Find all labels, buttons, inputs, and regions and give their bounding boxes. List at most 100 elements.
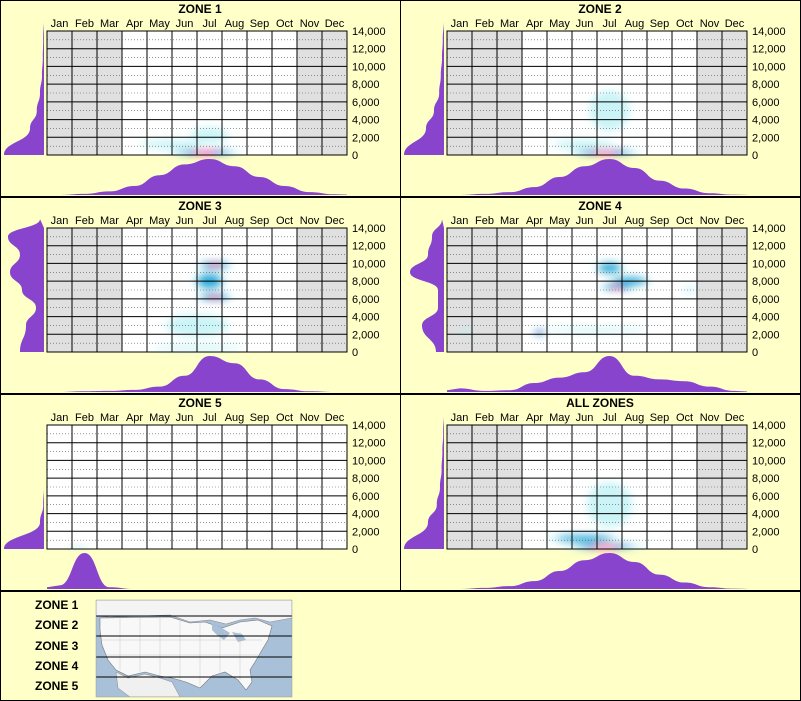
- panel-6-month-jun: Jun: [576, 412, 594, 424]
- panel-6-elevation-marginal: [404, 416, 444, 549]
- panel-3-ytick-7: 0: [352, 347, 358, 359]
- panel-2-ytick-1: 12,000: [752, 44, 786, 56]
- panel-4-month-sep: Sep: [650, 215, 670, 227]
- panel-4-month-feb: Feb: [475, 215, 494, 227]
- panel-2-plot-border: [446, 30, 748, 156]
- panel-6-ytick-4: 6,000: [752, 491, 780, 503]
- panel-2-ytick-7: 0: [752, 150, 758, 162]
- panel-4-month-oct: Oct: [676, 215, 693, 227]
- panel-1-ytick-3: 8,000: [352, 79, 380, 91]
- panel-3-ytick-4: 6,000: [352, 294, 380, 306]
- panel-5-ytick-2: 10,000: [352, 455, 386, 467]
- panel-3-month-apr: Apr: [126, 215, 143, 227]
- panel-4-month-jan: Jan: [451, 215, 469, 227]
- panel-3-month-marginal: [47, 356, 347, 392]
- panel-3-ytick-5: 4,000: [352, 312, 380, 324]
- panel-1-ytick-7: 0: [352, 150, 358, 162]
- panel-5-month-apr: Apr: [126, 412, 143, 424]
- panel-4-grid: [447, 228, 747, 352]
- panel-3-month-mar: Mar: [100, 215, 119, 227]
- panel-1-plot-border: [46, 30, 348, 156]
- panel-6-ytick-1: 12,000: [752, 438, 786, 450]
- panel-2-ytick-5: 4,000: [752, 115, 780, 127]
- panel-2-month-feb: Feb: [475, 18, 494, 30]
- panel-1-month-nov: Nov: [300, 18, 320, 30]
- panel-6-no-data-feb: [472, 425, 497, 549]
- panel-6-month-sep: Sep: [650, 412, 670, 424]
- panel-1-month-may: May: [149, 18, 170, 30]
- panel-6-ytick-3: 8,000: [752, 473, 780, 485]
- panel-3-elevation-marginal: [8, 219, 44, 352]
- panel-5-month-jul: Jul: [202, 412, 216, 424]
- panel-4-blob-3-level-2: [535, 330, 544, 335]
- panel-1-month-jul: Jul: [202, 18, 216, 30]
- panel-6-month-apr: Apr: [526, 412, 543, 424]
- panel-6-plot-border: [446, 424, 748, 550]
- panel-2-ytick-0: 14,000: [752, 26, 786, 38]
- panel-3-no-data-feb: [72, 228, 97, 352]
- panel-6-grid: [447, 425, 747, 549]
- panel-5-ytick-5: 4,000: [352, 509, 380, 521]
- panel-4-month-jul: Jul: [602, 215, 616, 227]
- zone-legend: ZONE 1 ZONE 2 ZONE 3 ZONE 4 ZONE 5: [0, 591, 801, 701]
- panel-4-blob-1-level-1: [598, 262, 621, 273]
- panel-6-no-data-mar: [497, 425, 522, 549]
- panel-2-ytick-4: 6,000: [752, 97, 780, 109]
- panel-1-month-sep: Sep: [250, 18, 270, 30]
- panel-4-ytick-1: 12,000: [752, 241, 786, 253]
- panel-1-month-aug: Aug: [225, 18, 245, 30]
- us-zone-map: [96, 600, 292, 697]
- panel-3-title: ZONE 3: [178, 199, 222, 213]
- panel-3-ytick-1: 12,000: [352, 241, 386, 253]
- panel-3-month-may: May: [149, 215, 170, 227]
- panel-5-month-sep: Sep: [250, 412, 270, 424]
- panel-zone-1: ZONE 1 Jan Feb Mar Apr May Jun Jul Aug Sep Oct Nov D…: [0, 0, 401, 197]
- panel-3-ytick-3: 8,000: [352, 276, 380, 288]
- panel-1-ytick-4: 6,000: [352, 97, 380, 109]
- panel-5-month-may: May: [149, 412, 170, 424]
- panel-6-month-nov: Nov: [700, 412, 720, 424]
- panel-4-blob-5-level-0: [460, 328, 474, 334]
- panel-2-blob-2-level-0: [553, 139, 616, 149]
- panel-1-ytick-2: 10,000: [352, 61, 386, 73]
- panel-2-month-apr: Apr: [526, 18, 543, 30]
- panel-5-month-mar: Mar: [100, 412, 119, 424]
- panel-4-blob-6-level-0: [683, 286, 696, 294]
- panel-2-month-mar: Mar: [500, 18, 519, 30]
- panel-1-month-apr: Apr: [126, 18, 143, 30]
- panel-4-no-data-dec: [722, 228, 747, 352]
- panel-5-ytick-7: 0: [352, 544, 358, 556]
- panel-4-no-data-nov: [697, 228, 722, 352]
- panel-2-month-nov: Nov: [700, 18, 720, 30]
- panel-6-month-oct: Oct: [676, 412, 693, 424]
- panel-6-no-data-nov: [697, 425, 722, 549]
- panel-6-month-jan: Jan: [451, 412, 469, 424]
- panel-3-month-jun: Jun: [176, 215, 194, 227]
- panel-6-ytick-6: 2,000: [752, 526, 780, 538]
- panel-3-plot-border: [46, 227, 348, 353]
- panel-5-ytick-3: 8,000: [352, 473, 380, 485]
- panel-5-month-jan: Jan: [51, 412, 69, 424]
- panel-4-month-marginal: [447, 356, 747, 392]
- panel-3-month-dec: Dec: [325, 215, 345, 227]
- panel-3-month-feb: Feb: [75, 215, 94, 227]
- panel-4-elevation-marginal: [410, 219, 444, 352]
- panel-6-ytick-5: 4,000: [752, 509, 780, 521]
- panel-5-elevation-marginal: [4, 416, 44, 549]
- panel-4-ytick-0: 14,000: [752, 223, 786, 235]
- panel-1-no-data-feb: [72, 31, 97, 155]
- panel-zone-2: ZONE 2 Jan Feb Mar Apr May Jun Jul Aug Sep Oct Nov D…: [400, 0, 801, 197]
- panel-2-no-data-nov: [697, 31, 722, 155]
- panel-zone-3: ZONE 3 Jan Feb Mar Apr May Jun Jul Aug Sep Oct Nov D…: [0, 197, 401, 394]
- panel-2-month-oct: Oct: [676, 18, 693, 30]
- panel-1-density: [140, 127, 245, 155]
- panel-2-month-sep: Sep: [650, 18, 670, 30]
- panel-6-month-may: May: [549, 412, 570, 424]
- panel-6-ytick-0: 14,000: [752, 420, 786, 432]
- panel-3-no-data-nov: [297, 228, 322, 352]
- panel-3-month-aug: Aug: [225, 215, 245, 227]
- panel-5-month-oct: Oct: [276, 412, 293, 424]
- panel-2-no-data-mar: [497, 31, 522, 155]
- panel-6-month-feb: Feb: [475, 412, 494, 424]
- panel-2-no-data-dec: [722, 31, 747, 155]
